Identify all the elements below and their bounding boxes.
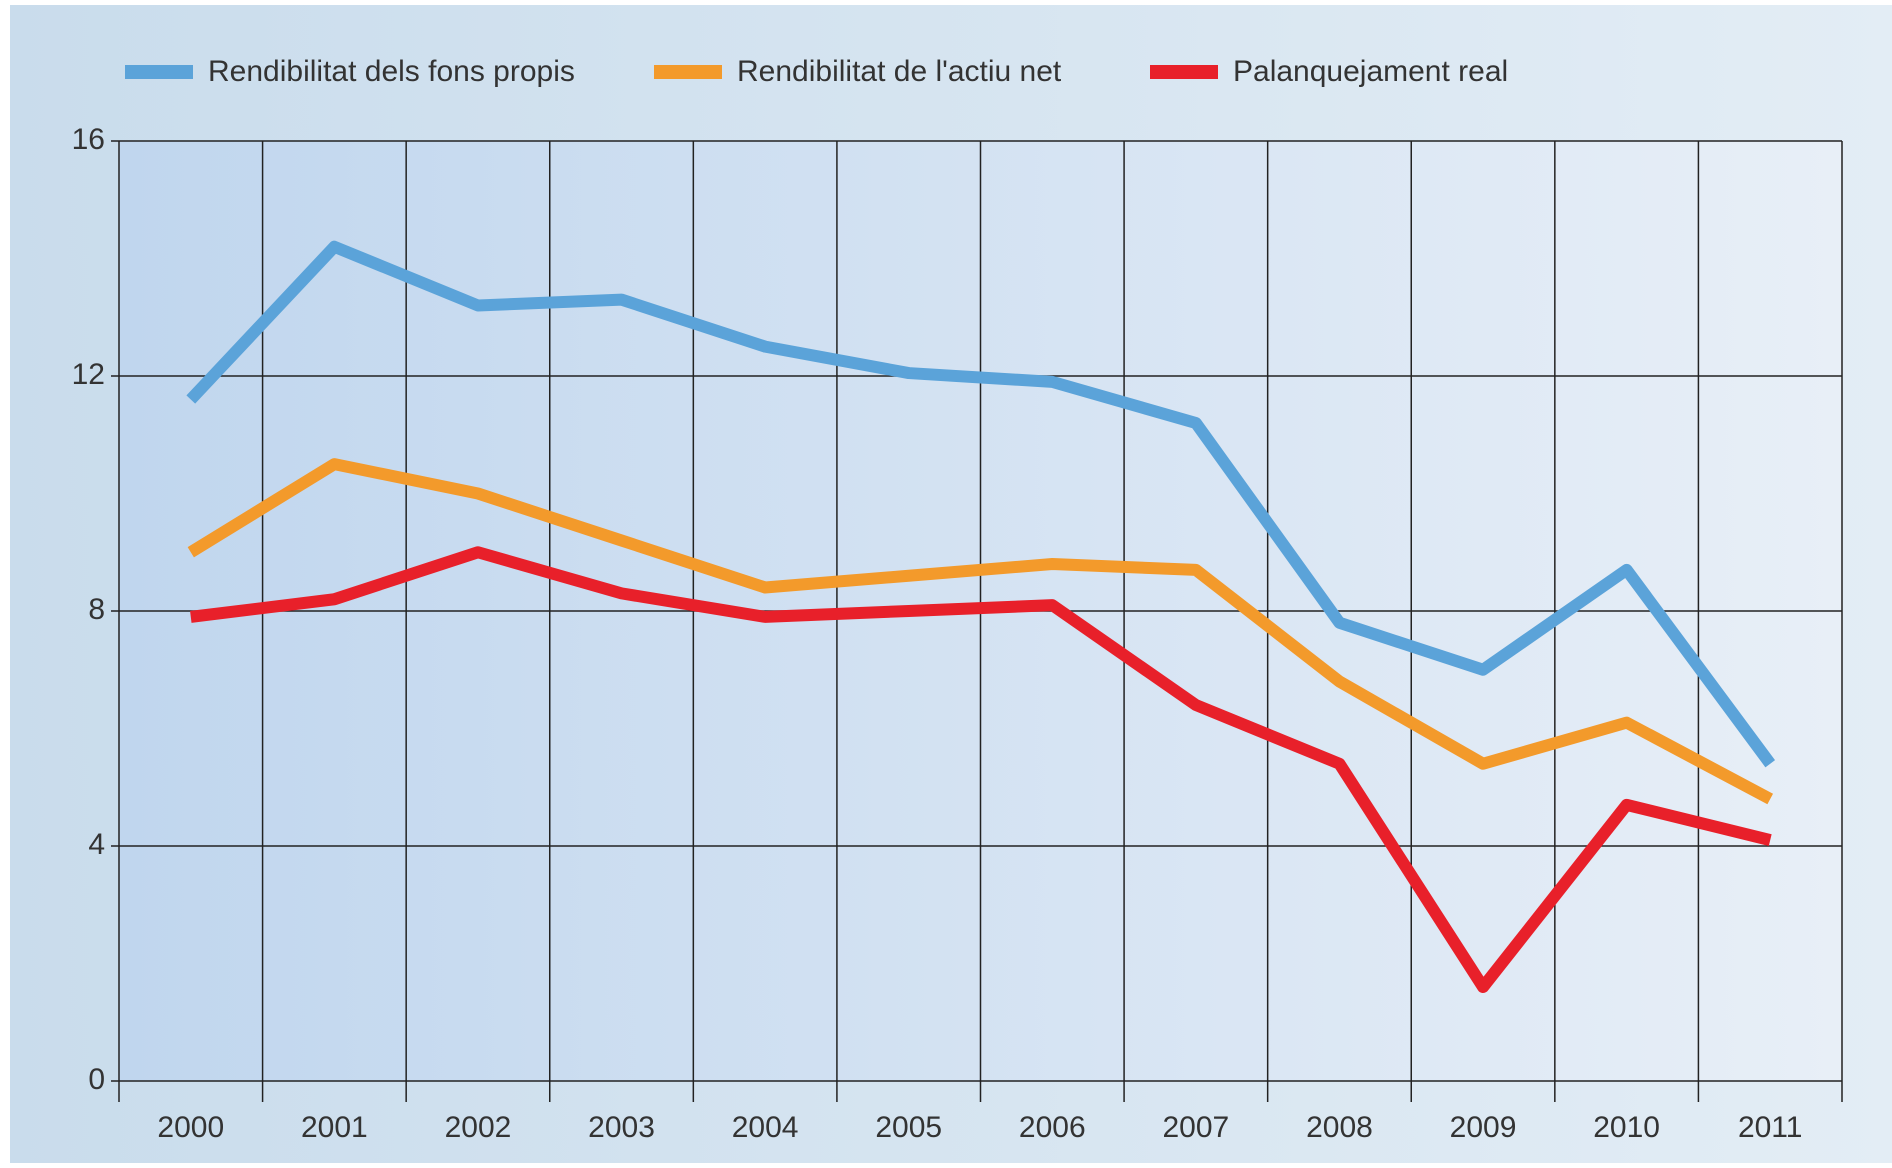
y-tick-label: 16: [72, 123, 105, 156]
legend-label: Rendibilitat dels fons propis: [208, 55, 575, 88]
x-tick-label: 2010: [1593, 1111, 1660, 1144]
x-tick-label: 2005: [875, 1111, 942, 1144]
legend-swatch: [125, 65, 193, 79]
series-line: [190, 546, 1772, 993]
legend-swatch: [654, 65, 722, 79]
x-tick-label: 2006: [1019, 1111, 1086, 1144]
legend-swatch: [1150, 65, 1218, 79]
x-tick-label: 2011: [1738, 1111, 1803, 1144]
y-tick-label: 0: [88, 1063, 105, 1096]
x-tick-label: 2002: [445, 1111, 512, 1144]
y-tick-label: 4: [88, 828, 105, 861]
legend-label: Palanquejament real: [1233, 55, 1508, 88]
legend-label: Rendibilitat de l'actiu net: [737, 55, 1062, 88]
x-tick-label: 2001: [301, 1111, 368, 1144]
x-tick-label: 2007: [1163, 1111, 1230, 1144]
x-tick-label: 2009: [1450, 1111, 1517, 1144]
x-tick-label: 2008: [1306, 1111, 1373, 1144]
series-line: [186, 240, 1776, 768]
y-tick-label: 8: [88, 593, 105, 626]
x-tick-label: 2000: [157, 1111, 224, 1144]
x-tick-label: 2004: [732, 1111, 799, 1144]
x-tick-label: 2003: [588, 1111, 655, 1144]
y-tick-label: 12: [72, 358, 105, 391]
series-line: [187, 458, 1774, 805]
